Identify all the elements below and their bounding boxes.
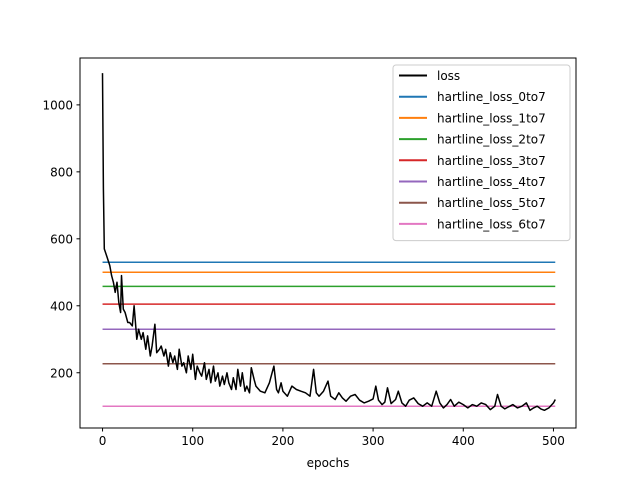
series-line-loss bbox=[101, 73, 556, 412]
plot-lines bbox=[101, 73, 556, 412]
x-tick-label: 200 bbox=[271, 434, 294, 448]
legend-box bbox=[392, 64, 571, 242]
legend-label: hartline_loss_2to7 bbox=[437, 133, 546, 147]
y-tick-label: 800 bbox=[50, 165, 73, 179]
x-tick-label: 300 bbox=[362, 434, 385, 448]
y-tick-label: 200 bbox=[50, 366, 73, 380]
x-tick-label: 0 bbox=[99, 434, 107, 448]
x-tick-label: 500 bbox=[542, 434, 565, 448]
x-axis: 0 100 200 300 400 500 bbox=[99, 428, 565, 448]
legend-label: hartline_loss_3to7 bbox=[437, 154, 546, 168]
y-tick-label: 400 bbox=[50, 299, 73, 313]
y-tick-label: 600 bbox=[50, 232, 73, 246]
legend-label: hartline_loss_4to7 bbox=[437, 175, 546, 189]
x-axis-label: epochs bbox=[307, 456, 350, 470]
legend-label: hartline_loss_0to7 bbox=[437, 90, 546, 104]
x-tick-label: 100 bbox=[181, 434, 204, 448]
legend-label: hartline_loss_6to7 bbox=[437, 217, 546, 231]
legend-label: hartline_loss_1to7 bbox=[437, 111, 546, 125]
legend-label: loss bbox=[437, 69, 460, 83]
y-axis: 200 400 600 800 1000 bbox=[42, 98, 80, 380]
x-tick-label: 400 bbox=[452, 434, 475, 448]
y-tick-label: 1000 bbox=[42, 98, 73, 112]
legend: loss hartline_loss_0to7 hartline_loss_1to7… bbox=[392, 64, 571, 242]
legend-label: hartline_loss_5to7 bbox=[437, 196, 546, 210]
plot-frame bbox=[79, 57, 577, 429]
